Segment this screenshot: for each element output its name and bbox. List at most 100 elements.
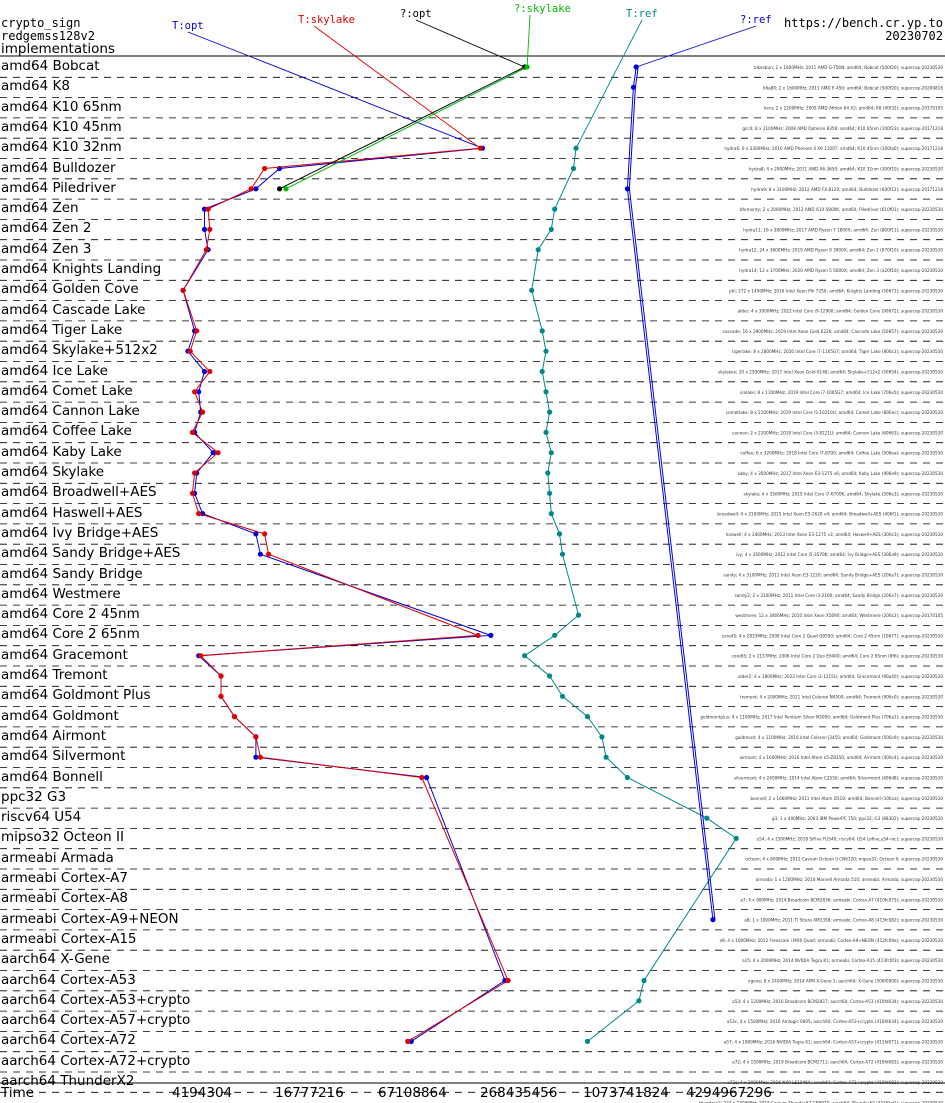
data-point: [548, 226, 554, 232]
header-site[interactable]: https://bench.cr.yp.to: [784, 16, 943, 30]
x-tick-label: 4194304: [172, 1085, 233, 1101]
row-note: cascade; 16 x 2900MHz; 2019 Intel Xeon G…: [723, 329, 944, 334]
row-note: g3; 1 x 400MHz; 2003 IBM PowerPC 750; pp…: [772, 816, 943, 821]
category-label: amd64 Cascade Lake: [1, 301, 146, 318]
row-note: cometlake; 8 x 2100MHz; 2019 Intel Core …: [726, 410, 944, 415]
data-point: [192, 470, 198, 476]
category-label: amd64 Cannon Lake: [1, 403, 140, 420]
data-point: [215, 450, 221, 456]
category-label: amd64 Bobcat: [1, 58, 100, 74]
data-point: [539, 368, 545, 375]
category-label: riscv64 U54: [1, 809, 82, 826]
row-note: cannon; 2 x 2200MHz; 2018 Intel Core i3-…: [732, 430, 943, 435]
data-point: [547, 490, 553, 496]
row-note: hydra8; 4 x 2900MHz; 2011 AMD A6-3650; a…: [749, 167, 943, 172]
data-point: [710, 917, 716, 923]
category-label: amd64 Skylake: [1, 464, 105, 480]
data-point: [196, 389, 202, 395]
data-point: [636, 998, 642, 1004]
row-note: core45; 4 x 2833MHz; 2008 Intel Core 2 Q…: [722, 633, 944, 638]
row-note: core65; 2 x 2137MHz; 2006 Intel Core 2 D…: [732, 654, 944, 659]
row-note: broadwell; 4 x 2100MHz; 2015 Intel Xeon …: [717, 512, 943, 517]
legend-label: T:skylake: [298, 14, 355, 26]
data-point: [584, 1038, 591, 1044]
category-label: armeabi Cortex-A8: [1, 890, 128, 907]
data-point: [180, 287, 186, 293]
category-label: amd64 Haswell+AES: [1, 504, 143, 521]
row-note: haswell; 4 x 3400MHz; 2013 Intel Xeon E3…: [726, 532, 944, 537]
data-point: [207, 368, 213, 375]
data-point: [630, 84, 637, 90]
row-note: ivy; 4 x 3500MHz; 2012 Intel Core i5-357…: [736, 552, 943, 557]
data-point: [253, 734, 259, 740]
row-note: skylake; 4 x 3500MHz; 2015 Intel Core i7…: [743, 491, 943, 496]
data-point: [189, 429, 195, 435]
data-point: [200, 409, 206, 415]
data-point: [203, 247, 209, 253]
category-label: aarch64 Cortex-A72+crypto: [1, 1052, 191, 1069]
category-label: ppc32 G3: [1, 788, 67, 805]
category-label: amd64 Sandy Bridge+AES: [1, 545, 181, 562]
category-label: amd64 Sandy Bridge: [1, 565, 143, 582]
data-point: [543, 429, 549, 435]
category-label: armeabi Cortex-A9+NEON: [1, 910, 179, 927]
category-label: aarch64 Cortex-A57+crypto: [1, 1012, 191, 1029]
data-point: [584, 714, 591, 720]
category-label: armeabi Cortex-A7: [1, 870, 128, 886]
row-note: a72c; 4 x 2000MHz; 2016 NXP LS1046A; aar…: [727, 1080, 943, 1085]
category-label: amd64 Kaby Lake: [1, 443, 122, 460]
row-note: hydra12; 24 x 3600MHz; 2019 AMD Ryzen 9 …: [739, 248, 943, 253]
header-date: 20230702: [885, 29, 943, 43]
data-point: [633, 64, 639, 70]
x-tick-label: 16777216: [275, 1085, 344, 1101]
category-label: amd64 Tremont: [1, 667, 108, 683]
category-label: amd64 Goldmont Plus: [1, 687, 151, 704]
row-note: armada; 1 x 1200MHz; 2010 Marvell Armada…: [756, 877, 944, 882]
series-line: [182, 147, 506, 1042]
series-line: [279, 66, 525, 190]
category-label: amd64 Bulldozer: [1, 159, 116, 176]
x-tick-label: 1073741824: [583, 1085, 669, 1101]
data-point: [248, 186, 254, 192]
row-note: a72; 4 x 1500MHz; 2019 Broadcom BCM2711;…: [732, 1060, 943, 1065]
data-point: [266, 551, 272, 557]
category-label: amd64 Golden Cove: [1, 281, 139, 298]
category-label: amd64 K10 65nm: [1, 98, 122, 115]
series-line: [182, 147, 509, 1042]
row-note: hydra6; 6 x 3300MHz; 2010 AMD Phenom II …: [724, 146, 943, 151]
data-point: [207, 226, 213, 232]
data-point: [539, 328, 545, 334]
data-point: [424, 774, 430, 781]
row-note: kaby; 4 x 3500MHz; 2017 Intel Xeon E3-12…: [738, 471, 944, 476]
row-note: hero; 2 x 2200MHz; 2005 AMD Athlon 64 X2…: [764, 106, 944, 111]
data-point: [624, 186, 631, 192]
data-point: [187, 348, 193, 354]
x-tick-label: 67108864: [378, 1085, 447, 1101]
row-note: xgene; 8 x 2400MHz; 2014 APM X-Gene 1; a…: [748, 979, 943, 984]
data-point: [552, 206, 558, 212]
category-label: amd64 Airmont: [1, 727, 107, 744]
data-point: [545, 470, 551, 476]
row-note: h6a80; 2 x 1600MHz; 2011 AMD E-450; amd6…: [763, 85, 944, 90]
x-tick-label: 4294967296: [686, 1085, 772, 1101]
row-note: sandy; 4 x 3100MHz; 2011 Intel Xeon E3-1…: [723, 573, 943, 578]
data-point: [570, 165, 577, 172]
row-note: a7; 4 x 900MHz; 2014 Broadcom BCM2836; a…: [740, 897, 943, 902]
header-algorithm: redgemss128v2: [1, 29, 95, 43]
row-note: thunderx2; 224 x 2200MHz; 2018 Cavium Th…: [699, 1100, 943, 1103]
row-note: phi; 272 x 1400MHz; 2016 Intel Xeon Phi …: [729, 288, 943, 293]
category-label: amd64 Zen: [1, 200, 79, 217]
data-point: [189, 490, 195, 496]
data-point: [548, 450, 554, 456]
data-point: [524, 64, 530, 70]
data-point: [535, 247, 541, 253]
row-note: alder2; 4 x 1800MHz; 2022 Intel Core i3-…: [738, 674, 943, 679]
header-implementations: implementations: [1, 41, 115, 57]
series-line: [523, 148, 737, 1042]
data-point: [253, 754, 259, 760]
legend-leader: [313, 25, 481, 149]
row-note: sandy2; 2 x 3100MHz; 2011 Intel Core i3-…: [735, 593, 944, 598]
row-note: gcc4; 8 x 2100MHz; 2008 AMD Opteron 8356…: [742, 126, 943, 131]
data-point: [548, 510, 554, 517]
row-note: a57; 4 x 1900MHz; 2016 NVIDIA Tegra X1; …: [724, 1039, 944, 1044]
